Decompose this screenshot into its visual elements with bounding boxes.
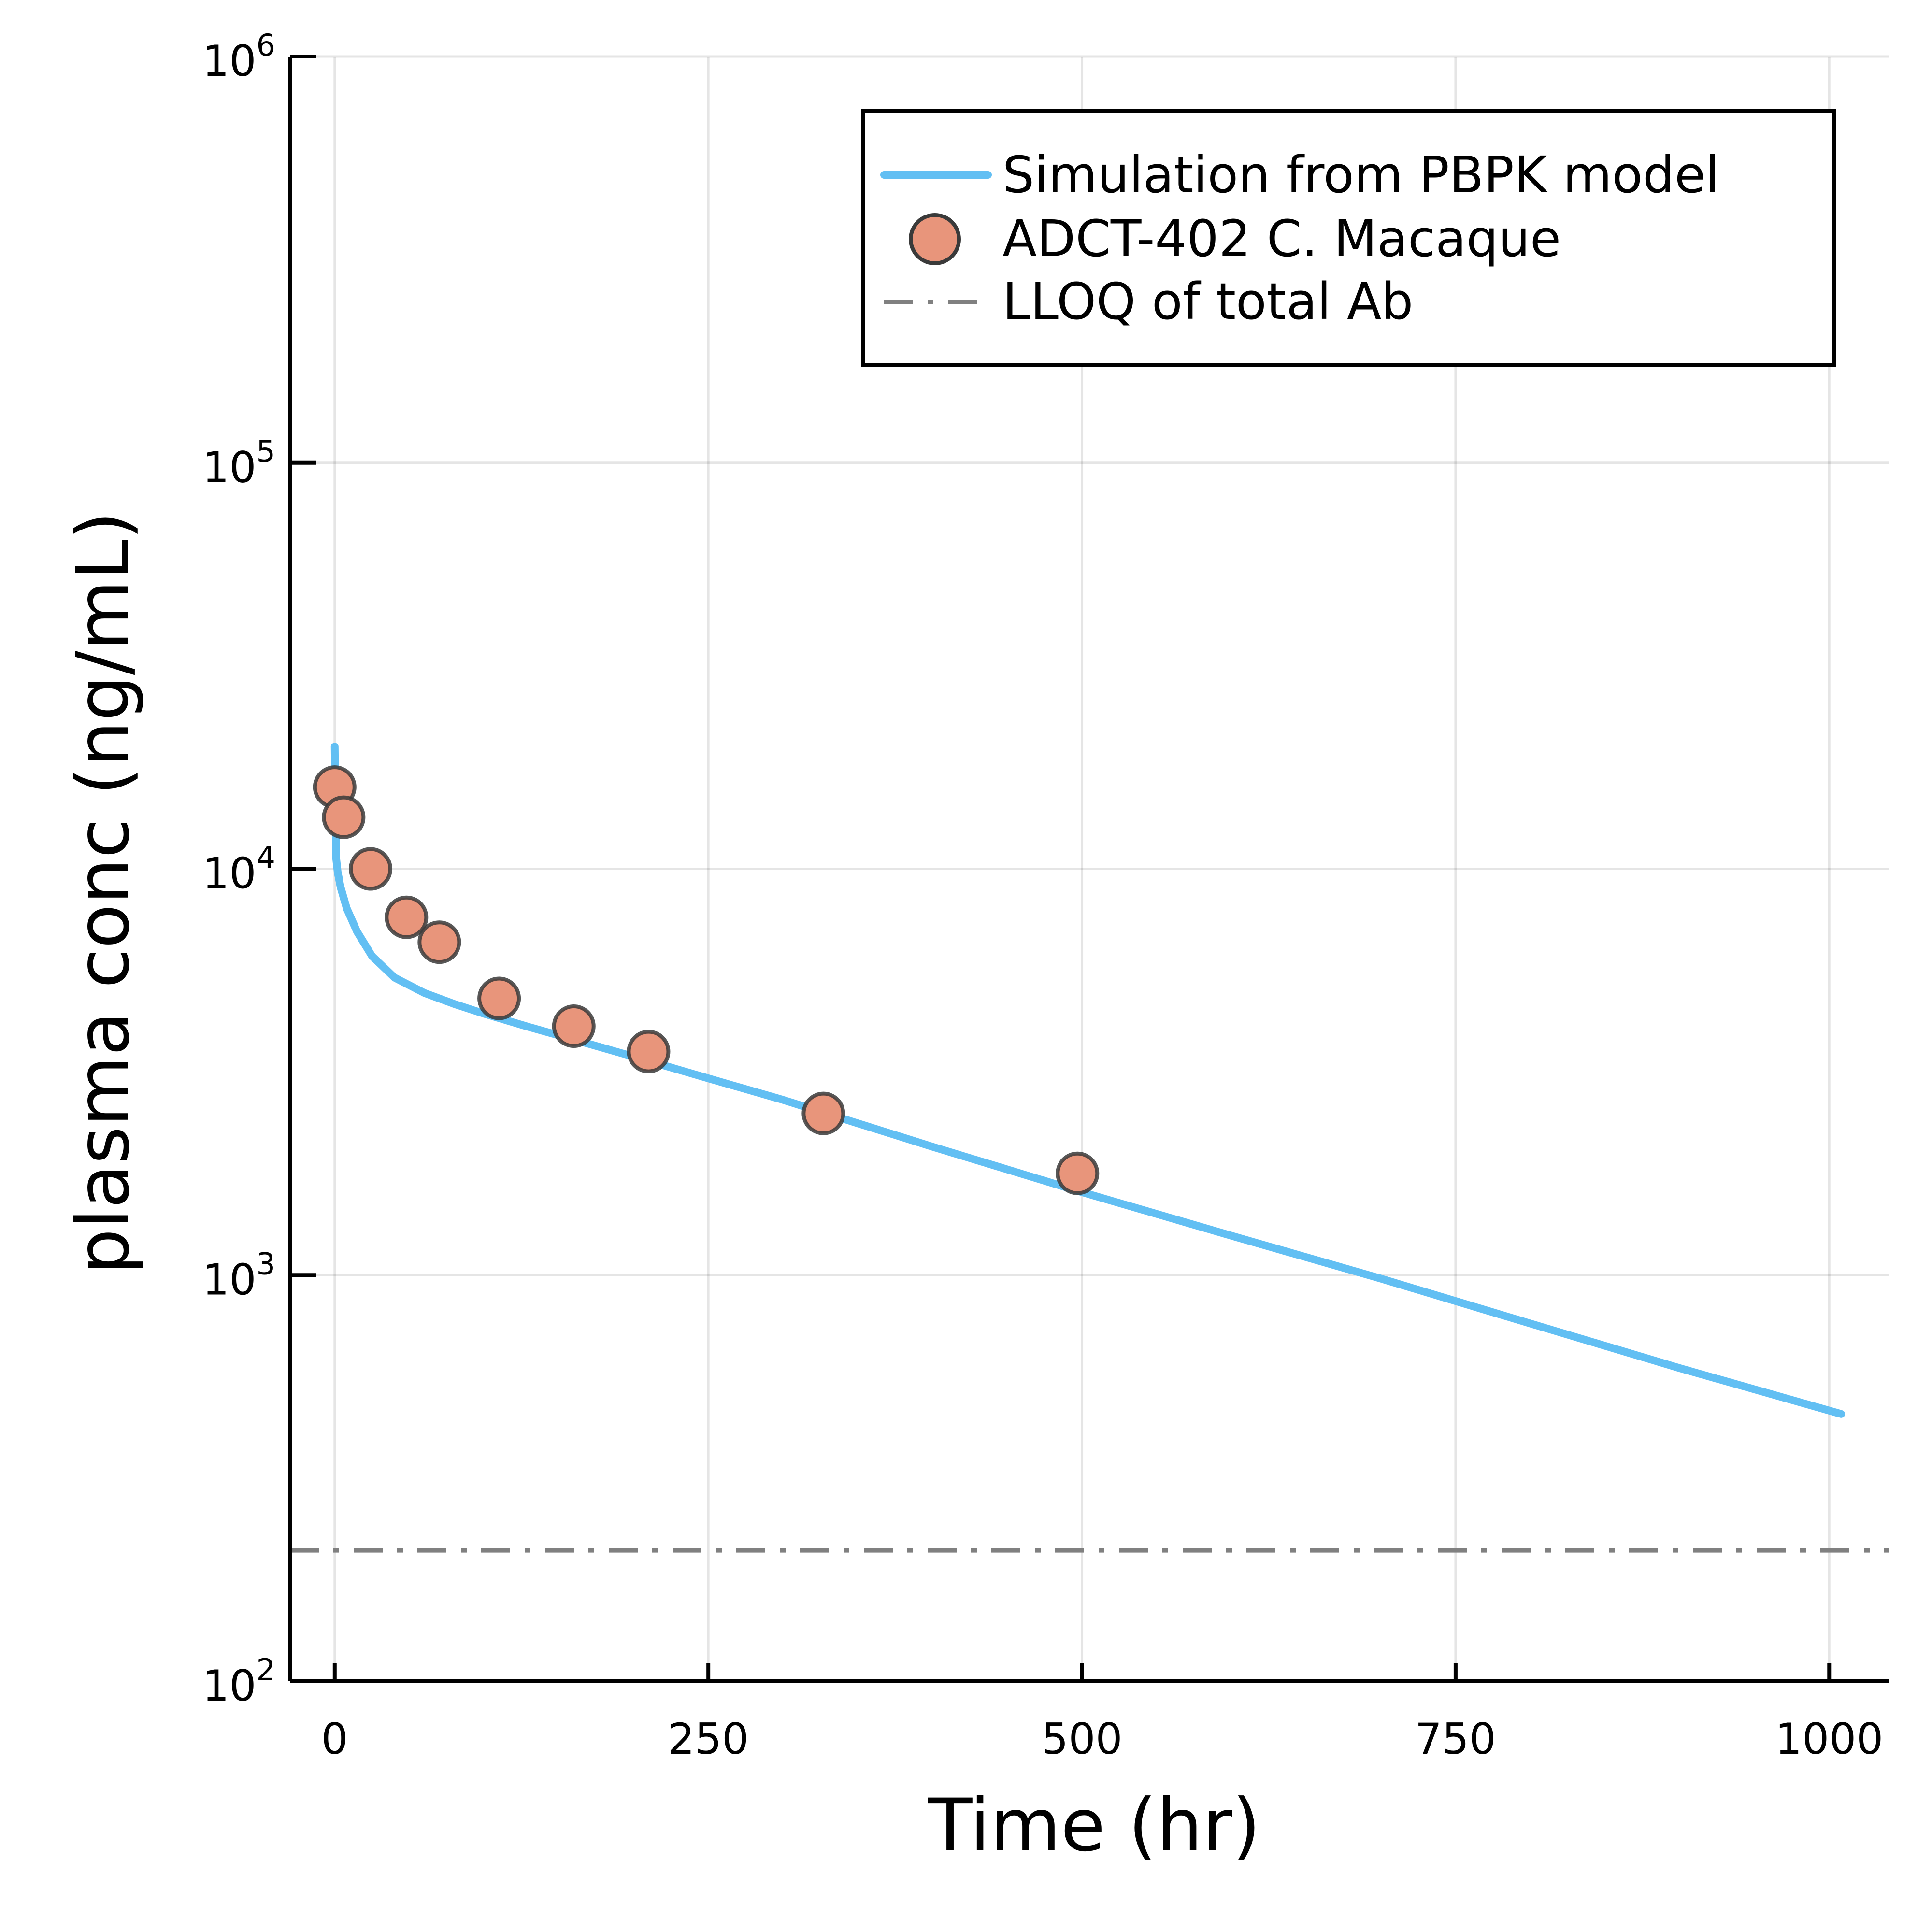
y-tick-label: 102 — [202, 1652, 275, 1711]
y-tick-label: 104 — [202, 840, 275, 899]
observed-point — [552, 1004, 596, 1048]
x-tick-label: 750 — [1415, 1714, 1496, 1764]
observed-point — [801, 1091, 845, 1135]
observed-point — [627, 1030, 671, 1073]
plot-area — [290, 743, 1889, 1553]
observed-point — [385, 895, 429, 939]
ticks: 0 250 500 750 1000 102 103 104 105 106 — [202, 28, 1884, 1764]
observed-point — [349, 847, 393, 891]
observed-point — [1056, 1151, 1100, 1195]
observed-point — [417, 920, 461, 964]
x-tick-label: 500 — [1042, 1714, 1123, 1764]
legend-label-simulation: Simulation from PBPK model — [1002, 145, 1719, 204]
x-axis-title: Time (hr) — [928, 1784, 1261, 1868]
y-tick-label: 105 — [202, 434, 275, 492]
y-tick-label: 106 — [202, 28, 275, 86]
x-tick-label: 1000 — [1775, 1714, 1883, 1764]
x-tick-label: 0 — [321, 1714, 348, 1764]
x-tick-label: 250 — [668, 1714, 749, 1764]
simulation-line — [330, 743, 1845, 1418]
observed-point — [322, 795, 366, 839]
legend-label-lloq: LLOQ of total Ab — [1002, 272, 1413, 331]
legend-box — [861, 109, 1836, 367]
y-tick-label: 103 — [202, 1246, 275, 1304]
observed-point — [477, 976, 521, 1020]
legend-marker-symbol — [909, 213, 961, 265]
legend: Simulation from PBPK model ADCT-402 C. M… — [861, 109, 1836, 367]
y-axis-title: plasma conc (ng/mL) — [61, 512, 145, 1275]
legend-label-observed: ADCT-402 C. Macaque — [1002, 209, 1561, 268]
